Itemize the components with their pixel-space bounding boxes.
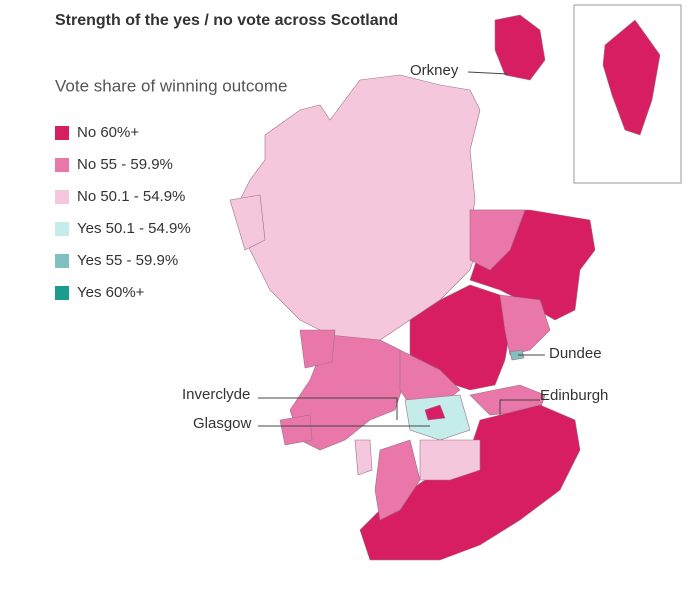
- region: [469, 209, 526, 271]
- legend-swatch: [55, 190, 69, 204]
- legend-label: No 50.1 - 54.9%: [77, 188, 185, 205]
- legend-swatch: [55, 254, 69, 268]
- legend-swatch: [55, 286, 69, 300]
- region: [299, 329, 336, 369]
- leader-line: [258, 397, 398, 420]
- leader-line: [467, 71, 509, 75]
- regions: [229, 4, 682, 561]
- region: [279, 414, 313, 446]
- place-label: Dundee: [549, 345, 602, 362]
- region: [499, 294, 551, 356]
- leader-line: [499, 399, 540, 415]
- region: [229, 194, 266, 251]
- legend-swatch: [55, 126, 69, 140]
- map-title: Strength of the yes / no vote across Sco…: [55, 12, 398, 29]
- place-label: Orkney: [410, 62, 459, 79]
- region: [509, 349, 525, 361]
- region: [424, 404, 446, 421]
- region: [374, 439, 421, 521]
- region: [602, 19, 661, 136]
- leaders: [258, 71, 545, 427]
- legend-label: Yes 60%+: [77, 284, 145, 301]
- region: [419, 439, 481, 481]
- legend-swatch: [55, 222, 69, 236]
- place-label: Edinburgh: [540, 387, 608, 404]
- legend-label: No 60%+: [77, 124, 139, 141]
- region: [494, 14, 546, 81]
- map-subtitle: Vote share of winning outcome: [55, 76, 287, 95]
- place-label: Inverclyde: [182, 386, 250, 403]
- legend-swatch: [55, 158, 69, 172]
- legend-label: Yes 50.1 - 54.9%: [77, 220, 191, 237]
- legend: No 60%+ No 55 - 59.9% No 50.1 - 54.9% Yes 5…: [55, 124, 191, 301]
- region: [354, 439, 373, 476]
- legend-label: No 55 - 59.9%: [77, 156, 173, 173]
- legend-label: Yes 55 - 59.9%: [77, 252, 178, 269]
- place-label: Glasgow: [193, 415, 252, 432]
